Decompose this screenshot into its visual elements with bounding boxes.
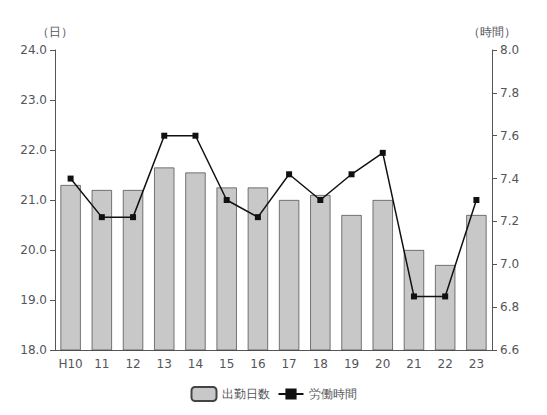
svg-text:17: 17 (281, 357, 296, 371)
svg-text:21.0: 21.0 (20, 193, 47, 207)
svg-text:22: 22 (438, 357, 453, 371)
svg-text:23.0: 23.0 (20, 93, 47, 107)
svg-text:13: 13 (157, 357, 172, 371)
svg-text:7.6: 7.6 (500, 129, 519, 143)
svg-text:23: 23 (469, 357, 484, 371)
svg-text:18: 18 (313, 357, 328, 371)
svg-text:7.4: 7.4 (500, 172, 519, 186)
svg-text:24.0: 24.0 (20, 43, 47, 57)
svg-text:22.0: 22.0 (20, 143, 47, 157)
svg-text:20: 20 (375, 357, 390, 371)
svg-text:6.6: 6.6 (500, 343, 519, 357)
svg-text:7.0: 7.0 (500, 257, 519, 271)
svg-text:H10: H10 (58, 357, 82, 371)
svg-text:労働時間: 労働時間 (309, 387, 357, 401)
svg-text:19.0: 19.0 (20, 293, 47, 307)
svg-text:7.8: 7.8 (500, 86, 519, 100)
svg-text:7.2: 7.2 (500, 214, 519, 228)
svg-text:16: 16 (250, 357, 265, 371)
svg-text:20.0: 20.0 (20, 243, 47, 257)
svg-text:8.0: 8.0 (500, 43, 519, 57)
svg-text:14: 14 (188, 357, 203, 371)
svg-text:（日）: （日） (37, 25, 73, 39)
svg-text:19: 19 (344, 357, 359, 371)
svg-text:11: 11 (94, 357, 109, 371)
svg-text:18.0: 18.0 (20, 343, 47, 357)
svg-text:6.8: 6.8 (500, 300, 519, 314)
svg-text:（時間）: （時間） (468, 25, 516, 39)
svg-text:15: 15 (219, 357, 234, 371)
svg-text:21: 21 (406, 357, 421, 371)
svg-text:12: 12 (125, 357, 140, 371)
svg-text:出勤日数: 出勤日数 (222, 387, 270, 401)
